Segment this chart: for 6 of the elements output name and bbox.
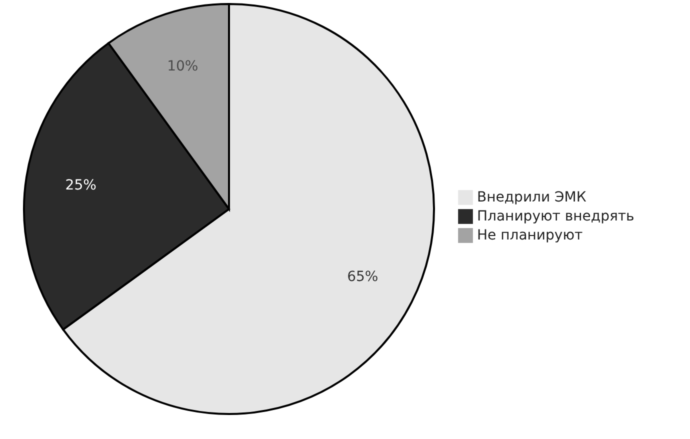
legend-label: Планируют внедрять <box>477 208 634 224</box>
data-label: 10% <box>167 58 198 74</box>
legend-label: Не планируют <box>477 228 583 244</box>
data-label: 25% <box>65 178 96 194</box>
data-label: 65% <box>347 269 378 286</box>
legend-label: Внедрили ЭМК <box>477 190 586 206</box>
